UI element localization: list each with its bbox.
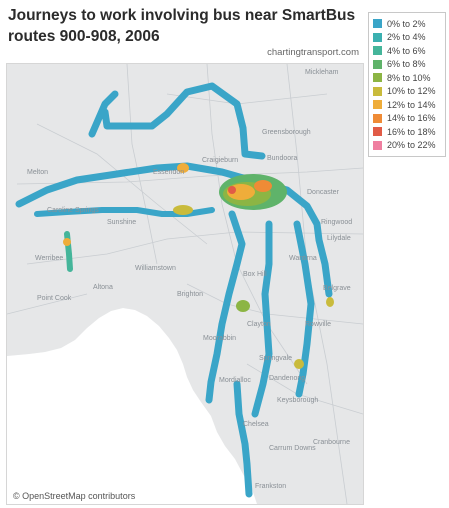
place-label: Bundoora: [267, 155, 297, 162]
place-label: Lilydale: [327, 235, 351, 242]
place-label: Clayton: [247, 321, 271, 328]
bayside-corridor: [233, 380, 253, 498]
legend-item[interactable]: 12% to 14%: [369, 98, 445, 112]
place-label: Werribee: [35, 255, 63, 262]
legend-label: 4% to 6%: [387, 45, 426, 56]
map-canvas[interactable]: Mickleham Melton Caroline Springs Werrib…: [6, 63, 364, 505]
legend-label: 2% to 4%: [387, 32, 426, 43]
source-credit: chartingtransport.com: [267, 47, 359, 58]
place-label: Brighton: [177, 291, 203, 298]
legend-label: 12% to 14%: [387, 99, 436, 110]
port-phillip-bay: [7, 308, 257, 504]
chart-title: Journeys to work involving bus near Smar…: [8, 7, 356, 45]
legend-label: 20% to 22%: [387, 140, 436, 151]
legend-swatch: [373, 32, 382, 42]
suburb-labels: Mickleham Melton Caroline Springs Werrib…: [27, 69, 352, 490]
legend-item[interactable]: 16% to 18%: [369, 125, 445, 139]
place-label: Point Cook: [37, 295, 72, 302]
northern-corridor: [88, 82, 266, 160]
legend-label: 14% to 16%: [387, 113, 436, 124]
legend-swatch: [373, 59, 382, 69]
legend-swatch: [373, 140, 382, 150]
map-attribution: © OpenStreetMap contributors: [11, 491, 138, 501]
legend-item[interactable]: 10% to 12%: [369, 85, 445, 99]
legend-item[interactable]: 4% to 6%: [369, 44, 445, 58]
place-label: Mordialloc: [219, 377, 251, 384]
legend-item[interactable]: 6% to 8%: [369, 58, 445, 72]
place-label: Dandenong: [269, 375, 305, 382]
legend-swatch: [373, 46, 382, 56]
place-label: Melton: [27, 169, 48, 176]
high-share-zone: [63, 163, 334, 369]
legend-swatch: [373, 73, 382, 83]
middle-ring-corridor: [205, 210, 246, 404]
place-label: Sunshine: [107, 219, 136, 226]
place-label: Box Hill: [243, 271, 267, 278]
legend-swatch: [373, 127, 382, 137]
place-label: Altona: [93, 284, 113, 291]
place-label: Wantirna: [289, 255, 317, 262]
legend-swatch: [373, 19, 382, 29]
eastern-corridor: [251, 220, 273, 418]
place-label: Rowville: [305, 321, 331, 328]
legend-item[interactable]: 14% to 16%: [369, 112, 445, 126]
place-label: Belgrave: [323, 285, 351, 292]
legend-label: 16% to 18%: [387, 126, 436, 137]
place-label: Cranbourne: [313, 439, 350, 446]
legend-item[interactable]: 0% to 2%: [369, 17, 445, 31]
place-label: Caroline Springs: [47, 207, 99, 214]
place-label: Essendon: [153, 169, 184, 176]
legend-swatch: [373, 113, 382, 123]
place-label: Williamstown: [135, 265, 176, 272]
color-legend: 0% to 2% 2% to 4% 4% to 6% 6% to 8% 8% t…: [368, 12, 446, 157]
place-label: Craigieburn: [202, 157, 238, 164]
legend-item[interactable]: 2% to 4%: [369, 31, 445, 45]
place-label: Moorabbin: [203, 335, 236, 342]
place-label: Frankston: [255, 483, 286, 490]
legend-label: 0% to 2%: [387, 18, 426, 29]
legend-item[interactable]: 8% to 10%: [369, 71, 445, 85]
legend-label: 6% to 8%: [387, 59, 426, 70]
legend-label: 10% to 12%: [387, 86, 436, 97]
place-label: Doncaster: [307, 189, 340, 196]
map-svg: Mickleham Melton Caroline Springs Werrib…: [7, 64, 363, 504]
place-label: Carrum Downs: [269, 445, 316, 452]
outer-east-corridor: [293, 220, 315, 398]
place-label: Ringwood: [321, 219, 352, 226]
place-label: Mickleham: [305, 69, 339, 76]
place-label: Springvale: [259, 355, 292, 362]
place-label: Keysborough: [277, 397, 318, 404]
place-label: Chelsea: [243, 421, 269, 428]
legend-item[interactable]: 20% to 22%: [369, 139, 445, 153]
legend-label: 8% to 10%: [387, 72, 431, 83]
legend-swatch: [373, 100, 382, 110]
legend-swatch: [373, 86, 382, 96]
place-label: Greensborough: [262, 129, 311, 136]
